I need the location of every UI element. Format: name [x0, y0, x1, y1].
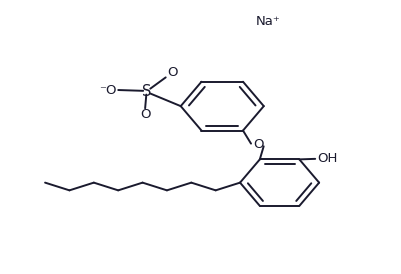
- Text: Na⁺: Na⁺: [255, 15, 280, 28]
- Text: OH: OH: [317, 152, 337, 165]
- Text: ⁻O: ⁻O: [99, 84, 116, 96]
- Text: S: S: [142, 84, 152, 99]
- Text: O: O: [140, 108, 150, 121]
- Text: O: O: [167, 66, 177, 79]
- Text: O: O: [253, 138, 264, 152]
